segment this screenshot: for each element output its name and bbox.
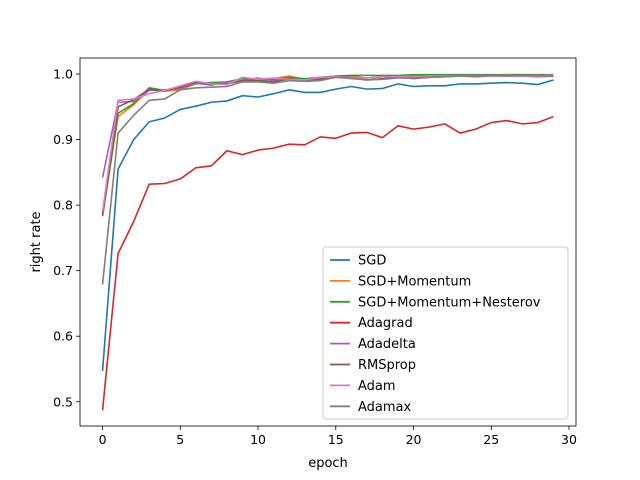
- legend-label-0: SGD: [358, 254, 386, 269]
- x-tick-label: 15: [328, 432, 344, 447]
- y-tick-label: 0.8: [53, 198, 73, 213]
- y-tick-label: 1.0: [53, 67, 73, 82]
- x-tick-label: 30: [561, 432, 577, 447]
- legend-label-4: Adadelta: [358, 337, 416, 352]
- legend-label-6: Adam: [358, 379, 396, 394]
- x-tick-label: 10: [250, 432, 266, 447]
- legend-label-1: SGD+Momentum: [358, 274, 471, 289]
- legend-label-5: RMSprop: [358, 358, 416, 373]
- y-tick-label: 0.6: [53, 329, 73, 344]
- series-line-7: [101, 73, 554, 285]
- x-tick-label: 5: [176, 432, 184, 447]
- x-axis-title: epoch: [308, 456, 348, 471]
- y-axis: 0.5 0.6 0.7 0.8 0.9 1.0: [53, 67, 80, 409]
- series-line-0: [101, 79, 554, 372]
- y-tick-label: 0.7: [53, 263, 73, 278]
- series-line-3: [101, 115, 554, 411]
- series-layer: [101, 73, 554, 411]
- series-line-5: [101, 75, 554, 216]
- x-axis: 0 5 10 15 20 25 30: [99, 426, 577, 447]
- legend: SGD SGD+Momentum SGD+Momentum+Nesterov Adag…: [322, 246, 569, 420]
- legend-label-3: Adagrad: [358, 316, 413, 331]
- y-tick-label: 0.5: [53, 394, 73, 409]
- legend-box: [322, 246, 569, 420]
- legend-label-7: Adamax: [358, 400, 412, 415]
- y-tick-label: 0.9: [53, 132, 73, 147]
- y-axis-title: right rate: [29, 211, 44, 272]
- x-tick-label: 0: [99, 432, 107, 447]
- plot-area-frame: [79, 57, 577, 427]
- x-tick-label: 20: [406, 432, 422, 447]
- legend-label-2: SGD+Momentum+Nesterov: [358, 295, 541, 310]
- x-tick-label: 25: [483, 432, 499, 447]
